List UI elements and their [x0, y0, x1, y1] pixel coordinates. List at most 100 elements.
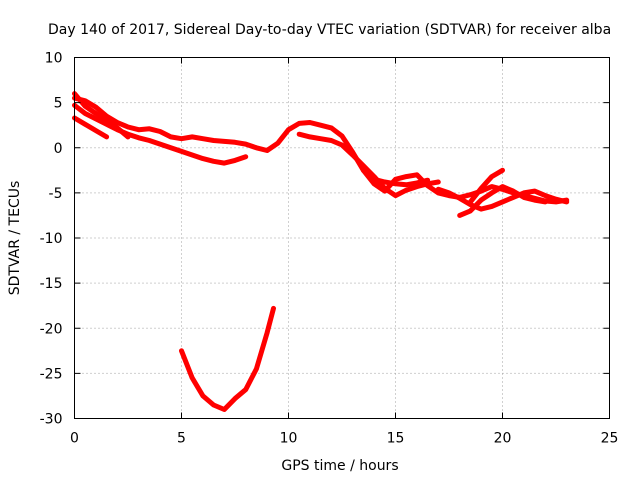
x-tick-label: 15: [387, 431, 405, 447]
data-point: [339, 142, 345, 148]
y-tick-label: 10: [45, 51, 63, 67]
data-point: [83, 122, 88, 127]
data-point: [211, 159, 216, 164]
series-line: [72, 91, 131, 140]
data-point: [478, 197, 484, 203]
data-point: [136, 135, 141, 140]
satellite-arc-3: [72, 115, 110, 140]
data-point: [222, 407, 227, 412]
data-point: [436, 187, 441, 192]
data-point: [147, 138, 152, 143]
satellite-arc-4: [72, 91, 131, 140]
data-point: [382, 179, 387, 185]
data-point: [222, 160, 227, 166]
tick-layer: 0 5 10 15 20 25 -30 -25 -20 -15 -10 -5 0 5 10: [40, 51, 619, 447]
data-point: [489, 204, 494, 209]
data-point: [318, 123, 323, 128]
y-tick-label: -30: [40, 412, 63, 428]
data-point: [468, 208, 473, 214]
data-point: [179, 149, 184, 154]
data-point: [489, 174, 494, 179]
satellite-arc-6: [360, 167, 431, 188]
series-line: [179, 305, 276, 412]
x-axis-label: GPS time / hours: [281, 458, 398, 474]
data-point: [307, 120, 313, 125]
data-point: [93, 111, 99, 116]
data-point: [361, 163, 366, 168]
satellite-arc-9: [467, 167, 505, 205]
y-tick-label: -10: [40, 231, 63, 247]
x-tick-label: 20: [494, 431, 512, 447]
data-point: [297, 132, 302, 137]
data-point: [361, 168, 366, 173]
data-point: [511, 195, 516, 200]
series-line: [467, 167, 505, 205]
data-point: [157, 129, 163, 134]
data-point: [200, 393, 206, 399]
data-point: [521, 195, 527, 200]
data-point: [553, 197, 559, 202]
data-point: [168, 134, 173, 140]
y-tick-label: -25: [40, 366, 63, 382]
data-point: [393, 181, 398, 186]
data-point: [500, 199, 505, 205]
data-point: [243, 387, 248, 392]
data-point: [254, 145, 259, 150]
data-point: [543, 193, 548, 198]
data-point: [371, 181, 377, 186]
data-point: [404, 174, 409, 179]
data-point: [414, 180, 420, 186]
data-point: [125, 134, 131, 140]
data-point: [500, 168, 505, 173]
data-point: [275, 141, 280, 146]
data-point: [489, 190, 494, 196]
data-point: [243, 154, 248, 159]
data-point: [93, 116, 99, 122]
y-tick-label: 0: [54, 141, 63, 157]
data-point: [243, 141, 248, 147]
data-point: [232, 158, 238, 163]
data-point: [157, 141, 163, 147]
data-point: [104, 117, 109, 123]
data-point: [436, 179, 441, 185]
data-point: [190, 375, 195, 381]
satellite-arc-7: [435, 186, 570, 212]
data-point: [307, 134, 313, 140]
data-point: [339, 133, 345, 139]
data-point: [318, 136, 323, 141]
data-point: [329, 125, 334, 131]
data-point: [511, 188, 516, 194]
data-point: [264, 148, 270, 153]
data-point: [532, 197, 537, 203]
series-line: [72, 115, 110, 140]
satellite-arc-5: [296, 131, 441, 199]
data-point: [564, 199, 569, 205]
x-tick-label: 25: [601, 431, 619, 447]
data-point: [297, 121, 302, 126]
satellite-arc-10: [179, 305, 276, 412]
data-point: [83, 111, 88, 116]
data-point: [168, 145, 173, 150]
data-point: [532, 188, 537, 194]
data-point: [190, 152, 195, 158]
satellite-arc-8: [457, 184, 548, 218]
data-point: [478, 206, 484, 212]
data-point: [457, 196, 462, 201]
data-point: [500, 184, 505, 189]
x-tick-label: 5: [177, 431, 186, 447]
data-point: [414, 172, 420, 177]
data-point: [271, 306, 276, 311]
data-point: [446, 190, 452, 196]
data-point: [457, 213, 462, 218]
series-layer: [72, 91, 570, 412]
y-axis-label: SDTVAR / TECUs: [7, 181, 23, 296]
data-point: [104, 134, 109, 140]
data-point: [468, 192, 473, 197]
data-point: [489, 184, 494, 189]
y-tick-label: 5: [54, 96, 63, 112]
data-point: [404, 188, 409, 193]
data-point: [393, 177, 398, 182]
data-point: [329, 138, 334, 143]
data-point: [371, 177, 377, 182]
satellite-arc-1: [72, 95, 570, 205]
